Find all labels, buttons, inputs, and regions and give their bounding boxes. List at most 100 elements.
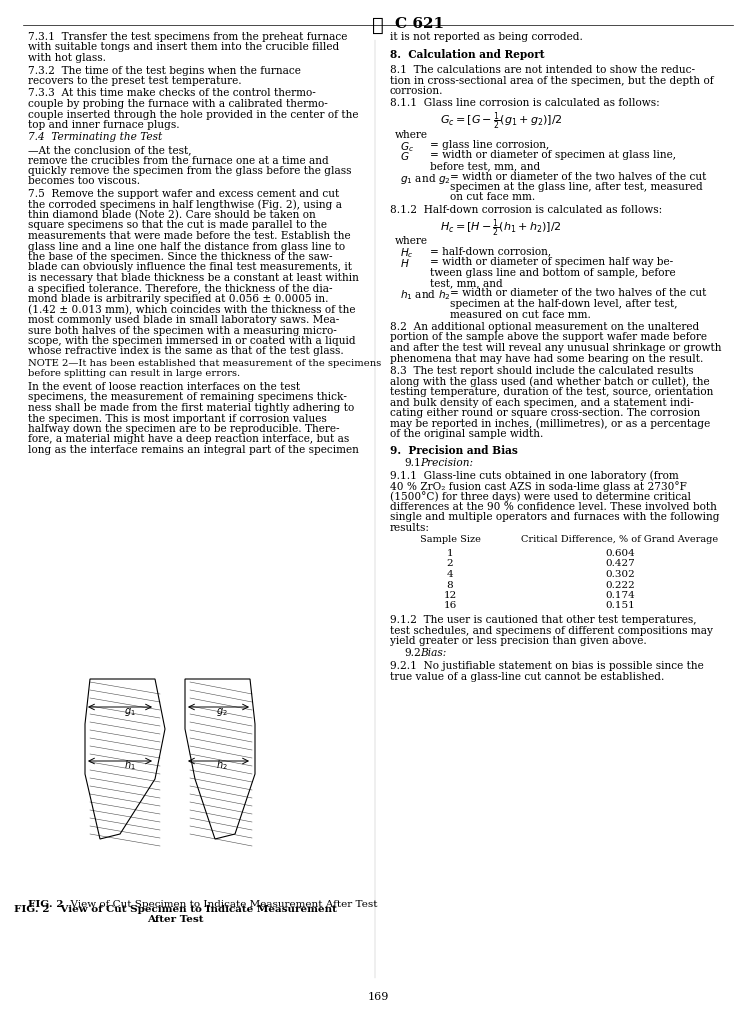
Text: $g_1$ and $g_2$: $g_1$ and $g_2$ <box>400 171 451 185</box>
Text: where: where <box>395 235 428 246</box>
Text: $G$: $G$ <box>400 151 410 162</box>
Text: measured on cut face mm.: measured on cut face mm. <box>450 309 591 319</box>
Text: 8: 8 <box>447 580 454 589</box>
Text: before test, mm, and: before test, mm, and <box>430 161 541 171</box>
Text: specimen at the half-down level, after test,: specimen at the half-down level, after t… <box>450 299 677 309</box>
Text: Precision:: Precision: <box>420 458 473 468</box>
Text: 1: 1 <box>447 548 454 557</box>
Text: = width or diameter of specimen at glass line,: = width or diameter of specimen at glass… <box>430 151 676 160</box>
Text: 7.3.1  Transfer the test specimens from the preheat furnace: 7.3.1 Transfer the test specimens from t… <box>28 32 347 42</box>
Text: 0.604: 0.604 <box>605 548 635 557</box>
Text: $G_c = [G - \frac{1}{2}(g_1 + g_2)]/2$: $G_c = [G - \frac{1}{2}(g_1 + g_2)]/2$ <box>440 111 562 132</box>
Polygon shape <box>85 680 165 840</box>
Text: 169: 169 <box>367 991 389 1001</box>
Text: 0.174: 0.174 <box>605 590 635 599</box>
Text: Bias:: Bias: <box>420 648 446 658</box>
Text: = glass line corrosion,: = glass line corrosion, <box>430 140 550 150</box>
Text: 9.1.2  The user is cautioned that other test temperatures,: 9.1.2 The user is cautioned that other t… <box>390 614 696 625</box>
Text: the specimen. This is most important if corrosion values: the specimen. This is most important if … <box>28 413 327 423</box>
Text: single and multiple operators and furnaces with the following: single and multiple operators and furnac… <box>390 512 720 522</box>
Text: 9.1: 9.1 <box>404 458 421 468</box>
Text: 8.2  An additional optional measurement on the unaltered: 8.2 An additional optional measurement o… <box>390 322 699 331</box>
Text: top and inner furnace plugs.: top and inner furnace plugs. <box>28 120 180 129</box>
Text: 40 % ZrO₂ fusion cast AZS in soda-lime glass at 2730°F: 40 % ZrO₂ fusion cast AZS in soda-lime g… <box>390 481 687 491</box>
Text: halfway down the specimen are to be reproducible. There-: halfway down the specimen are to be repr… <box>28 424 339 433</box>
Text: it is not reported as being corroded.: it is not reported as being corroded. <box>390 32 583 42</box>
Text: sure both halves of the specimen with a measuring micro-: sure both halves of the specimen with a … <box>28 325 336 335</box>
Text: corrosion.: corrosion. <box>390 86 444 96</box>
Text: is necessary that blade thickness be a constant at least within: is necessary that blade thickness be a c… <box>28 273 359 282</box>
Text: 8.  Calculation and Report: 8. Calculation and Report <box>390 49 544 59</box>
Text: 12: 12 <box>443 590 457 599</box>
Text: ness shall be made from the first material tightly adhering to: ness shall be made from the first materi… <box>28 403 355 413</box>
Text: on cut face mm.: on cut face mm. <box>450 193 535 203</box>
Text: becomes too viscous.: becomes too viscous. <box>28 176 140 186</box>
Text: 8.1.2  Half-down corrosion is calculated as follows:: 8.1.2 Half-down corrosion is calculated … <box>390 205 662 215</box>
Text: 9.  Precision and Bias: 9. Precision and Bias <box>390 445 518 457</box>
Text: View of Cut Specimen to Indicate Measurement After Test: View of Cut Specimen to Indicate Measure… <box>64 899 377 908</box>
Text: recovers to the preset test temperature.: recovers to the preset test temperature. <box>28 76 242 86</box>
Polygon shape <box>185 680 255 840</box>
Text: 2: 2 <box>447 559 454 568</box>
Text: 0.302: 0.302 <box>605 570 635 579</box>
Text: $h_1$: $h_1$ <box>124 757 136 771</box>
Text: square specimens so that the cut is made parallel to the: square specimens so that the cut is made… <box>28 220 327 230</box>
Text: glass line and a line one half the distance from glass line to: glass line and a line one half the dista… <box>28 242 345 252</box>
Text: 8.1  The calculations are not intended to show the reduc-: 8.1 The calculations are not intended to… <box>390 65 695 75</box>
Text: —At the conclusion of the test,: —At the conclusion of the test, <box>28 145 191 155</box>
Text: specimens, the measurement of remaining specimens thick-: specimens, the measurement of remaining … <box>28 392 347 403</box>
Text: the base of the specimen. Since the thickness of the saw-: the base of the specimen. Since the thic… <box>28 252 333 262</box>
Text: portion of the sample above the support wafer made before: portion of the sample above the support … <box>390 332 707 342</box>
Text: 7.3.3  At this time make checks of the control thermo-: 7.3.3 At this time make checks of the co… <box>28 89 316 99</box>
Text: tween glass line and bottom of sample, before: tween glass line and bottom of sample, b… <box>430 267 676 277</box>
Text: phenomena that may have had some bearing on the result.: phenomena that may have had some bearing… <box>390 354 703 363</box>
Text: differences at the 90 % confidence level. These involved both: differences at the 90 % confidence level… <box>390 501 717 512</box>
Text: tion in cross-sectional area of the specimen, but the depth of: tion in cross-sectional area of the spec… <box>390 75 714 86</box>
Text: (1500°C) for three days) were used to determine critical: (1500°C) for three days) were used to de… <box>390 491 691 502</box>
Text: FIG. 2: FIG. 2 <box>28 899 64 908</box>
Text: yield greater or less precision than given above.: yield greater or less precision than giv… <box>390 636 646 645</box>
Text: testing temperature, duration of the test, source, orientation: testing temperature, duration of the tes… <box>390 386 714 396</box>
Text: with suitable tongs and insert them into the crucible filled: with suitable tongs and insert them into… <box>28 43 339 52</box>
Text: $H_c = [H - \frac{1}{2}(h_1 + h_2)]/2$: $H_c = [H - \frac{1}{2}(h_1 + h_2)]/2$ <box>440 217 562 238</box>
Text: In the event of loose reaction interfaces on the test: In the event of loose reaction interface… <box>28 382 300 391</box>
Text: thin diamond blade (Note 2). Care should be taken on: thin diamond blade (Note 2). Care should… <box>28 210 316 220</box>
Text: a specified tolerance. Therefore, the thickness of the dia-: a specified tolerance. Therefore, the th… <box>28 283 333 293</box>
Text: blade can obviously influence the final test measurements, it: blade can obviously influence the final … <box>28 262 352 272</box>
Text: 0.151: 0.151 <box>605 601 635 610</box>
Text: of the original sample width.: of the original sample width. <box>390 429 544 438</box>
Text: measurements that were made before the test. Establish the: measurements that were made before the t… <box>28 230 351 240</box>
Text: most commonly used blade in small laboratory saws. Mea-: most commonly used blade in small labora… <box>28 315 339 325</box>
Text: $h_1$ and $h_2$: $h_1$ and $h_2$ <box>400 288 451 302</box>
Text: fore, a material might have a deep reaction interface, but as: fore, a material might have a deep react… <box>28 434 349 444</box>
Text: true value of a glass-line cut cannot be established.: true value of a glass-line cut cannot be… <box>390 671 665 681</box>
Text: FIG. 2   View of Cut Specimen to Indicate Measurement After Test: FIG. 2 View of Cut Specimen to Indicate … <box>14 904 336 923</box>
Text: 9.2: 9.2 <box>404 648 421 658</box>
Text: $g_1$: $g_1$ <box>124 705 136 717</box>
Text: 0.222: 0.222 <box>605 580 635 589</box>
Text: $g_2$: $g_2$ <box>216 705 228 717</box>
Text: and bulk density of each specimen, and a statement indi-: and bulk density of each specimen, and a… <box>390 397 694 408</box>
Text: = width or diameter of the two halves of the cut: = width or diameter of the two halves of… <box>450 288 706 299</box>
Text: may be reported in inches, (millimetres), or as a percentage: may be reported in inches, (millimetres)… <box>390 418 710 429</box>
Text: mond blade is arbitrarily specified at 0.056 ± 0.0005 in.: mond blade is arbitrarily specified at 0… <box>28 293 329 304</box>
Text: test, mm, and: test, mm, and <box>430 278 503 287</box>
Text: 7.5  Remove the support wafer and excess cement and cut: 7.5 Remove the support wafer and excess … <box>28 189 339 199</box>
Text: 7.3.2  The time of the test begins when the furnace: 7.3.2 The time of the test begins when t… <box>28 65 301 75</box>
Text: couple inserted through the hole provided in the center of the: couple inserted through the hole provide… <box>28 109 358 119</box>
Text: where: where <box>395 129 428 140</box>
Text: along with the glass used (and whether batch or cullet), the: along with the glass used (and whether b… <box>390 376 710 386</box>
Text: specimen at the glass line, after test, measured: specimen at the glass line, after test, … <box>450 181 703 192</box>
Text: $G_c$: $G_c$ <box>400 140 414 154</box>
Text: quickly remove the specimen from the glass before the glass: quickly remove the specimen from the gla… <box>28 166 352 176</box>
Text: ⓐ: ⓐ <box>372 17 384 35</box>
Text: and after the test will reveal any unusual shrinkage or growth: and after the test will reveal any unusu… <box>390 342 721 353</box>
Text: 0.427: 0.427 <box>605 559 635 568</box>
Text: 9.2.1  No justifiable statement on bias is possible since the: 9.2.1 No justifiable statement on bias i… <box>390 660 704 671</box>
Text: $H_c$: $H_c$ <box>400 247 414 260</box>
Text: 4: 4 <box>447 570 454 579</box>
Text: = width or diameter of specimen half way be-: = width or diameter of specimen half way… <box>430 257 673 267</box>
Text: 8.3  The test report should include the calculated results: 8.3 The test report should include the c… <box>390 366 693 376</box>
Text: 7.4  Terminating the Test: 7.4 Terminating the Test <box>28 132 163 143</box>
Text: Sample Size: Sample Size <box>420 535 480 544</box>
